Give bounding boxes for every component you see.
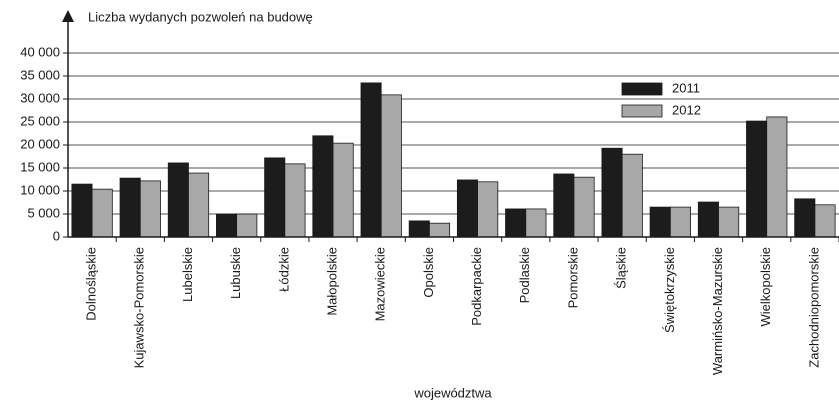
y-tick-label: 35 000 <box>20 67 60 82</box>
y-axis-label: Liczba wydanych pozwoleń na budowę <box>88 9 313 24</box>
bar <box>119 177 141 238</box>
bar <box>139 180 161 238</box>
x-tick-label: Podlaskie <box>517 247 532 303</box>
bar <box>766 116 788 238</box>
bar <box>360 82 382 238</box>
bar <box>794 198 816 238</box>
bar <box>601 147 623 238</box>
x-tick-label: Opolskie <box>421 247 436 298</box>
bar <box>71 183 93 238</box>
legend-label: 2012 <box>672 102 701 117</box>
bar <box>284 163 306 238</box>
x-tick-label: Lubuskie <box>228 247 243 299</box>
legend-swatch <box>621 82 663 96</box>
y-tick-label: 40 000 <box>20 44 60 59</box>
bar <box>477 181 499 238</box>
bar <box>167 162 189 238</box>
bar <box>649 206 671 238</box>
bar <box>697 201 719 238</box>
x-tick-label: Małopolskie <box>324 247 339 316</box>
bar <box>718 206 740 238</box>
bar <box>236 213 258 238</box>
bar <box>91 188 113 238</box>
bar <box>573 176 595 238</box>
y-tick-label: 15 000 <box>20 159 60 174</box>
x-tick-label: Dolnośląskie <box>84 247 99 321</box>
bar <box>264 157 286 238</box>
y-tick-label: 10 000 <box>20 182 60 197</box>
bar <box>429 222 451 238</box>
bar <box>332 142 354 238</box>
bar <box>669 206 691 238</box>
bar <box>408 220 430 238</box>
y-tick-label: 5 000 <box>27 205 60 220</box>
bar <box>312 135 334 238</box>
x-tick-label: Lubelskie <box>180 247 195 302</box>
x-tick-label: Świętokrzyskie <box>662 247 677 333</box>
x-tick-label: Mazowieckie <box>373 247 388 321</box>
bar <box>525 208 547 238</box>
y-axis-arrow <box>62 10 74 22</box>
bar <box>505 208 527 238</box>
x-tick-label: Kujawsko-Pomorskie <box>132 247 147 368</box>
x-tick-label: Łódzkie <box>276 247 291 292</box>
x-tick-label: Podkarpackie <box>469 247 484 326</box>
bar <box>814 204 836 238</box>
y-tick-label: 20 000 <box>20 136 60 151</box>
bar <box>553 173 575 238</box>
bar <box>380 94 402 238</box>
y-tick-label: 30 000 <box>20 90 60 105</box>
x-axis-label: województwa <box>413 385 492 400</box>
y-tick-label: 25 000 <box>20 113 60 128</box>
x-tick-label: Pomorskie <box>565 247 580 308</box>
x-tick-label: Śląskie <box>614 247 629 289</box>
x-tick-label: Wielkopolskie <box>758 247 773 326</box>
bar <box>188 172 210 238</box>
bar <box>216 213 238 238</box>
bar <box>456 179 478 238</box>
legend-swatch <box>621 104 663 118</box>
y-tick-label: 0 <box>53 228 60 243</box>
legend-label: 2011 <box>672 80 700 95</box>
bar <box>746 120 768 238</box>
bar <box>621 153 643 238</box>
x-tick-label: Warmińsko-Mazurskie <box>710 247 725 375</box>
x-tick-label: Zachodniopomorskie <box>806 247 821 368</box>
